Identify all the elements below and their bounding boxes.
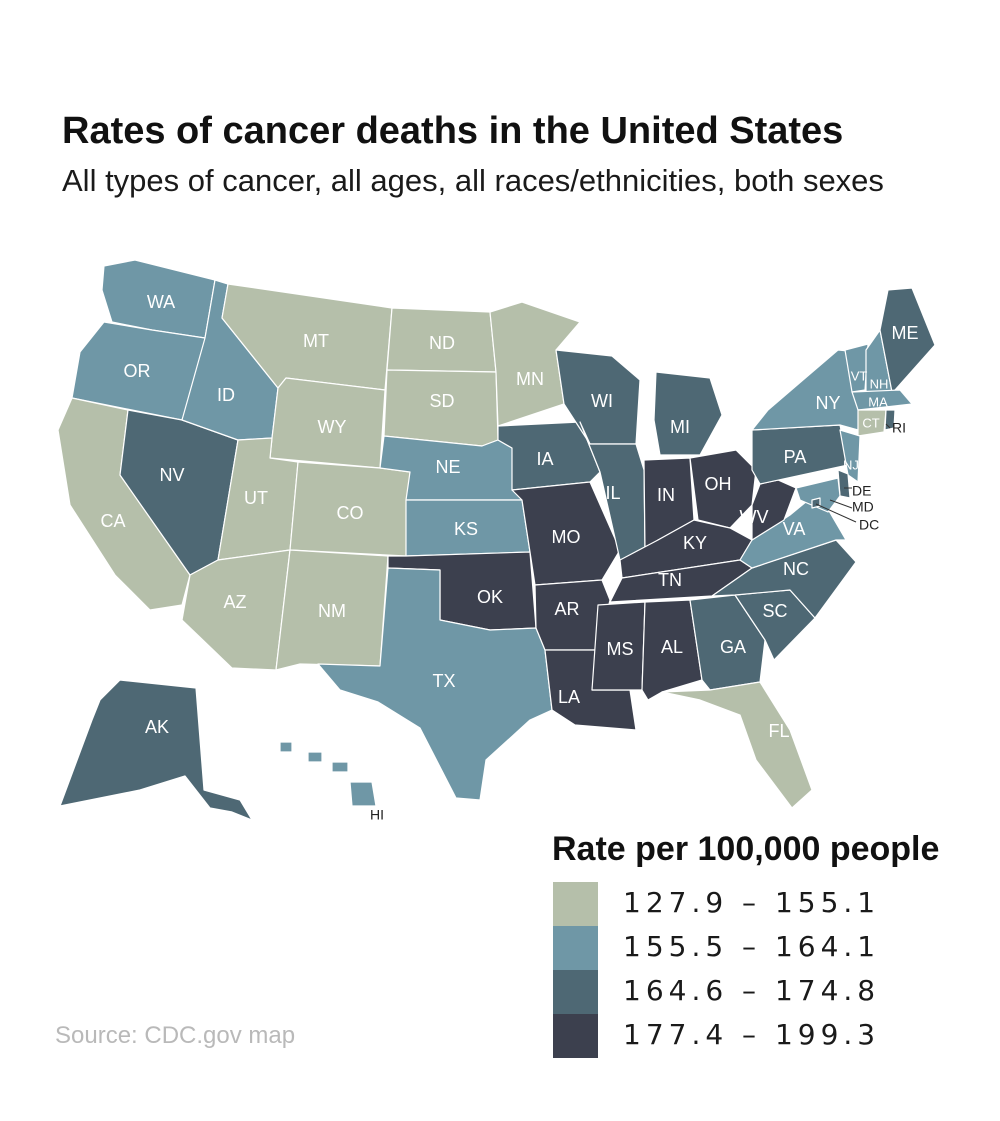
legend-label-high: 177.4 – 199.3 — [623, 1018, 881, 1051]
state-label-va: VA — [783, 519, 806, 539]
state-label-id: ID — [217, 385, 235, 405]
legend-swatch-low — [553, 882, 598, 926]
state-label-mo: MO — [552, 527, 581, 547]
state-label-ca: CA — [100, 511, 125, 531]
state-hi — [279, 741, 293, 753]
legend-swatch-midlow — [553, 926, 598, 970]
state-hi — [349, 781, 377, 807]
state-label-ct: CT — [862, 415, 879, 430]
state-label-ms: MS — [607, 639, 634, 659]
state-label-wy: WY — [318, 417, 347, 437]
legend-item-high: 177.4 – 199.3 — [553, 1014, 953, 1058]
source-note: Source: CDC.gov map — [55, 1022, 296, 1049]
state-label-wv: WV — [740, 507, 769, 527]
legend-item-low: 127.9 – 155.1 — [553, 882, 953, 926]
state-label-wi: WI — [591, 391, 613, 411]
state-label-ma: MA — [868, 394, 888, 409]
state-label-tx: TX — [432, 671, 455, 691]
state-label-ny: NY — [815, 393, 840, 413]
state-dc — [811, 497, 821, 509]
state-label-nm: NM — [318, 601, 346, 621]
state-label-in: IN — [657, 485, 675, 505]
state-hi — [331, 761, 349, 773]
state-label-nc: NC — [783, 559, 809, 579]
state-label-md: MD — [852, 499, 874, 515]
state-label-ne: NE — [435, 457, 460, 477]
state-fl — [661, 681, 813, 809]
state-label-az: AZ — [223, 592, 246, 612]
state-label-de: DE — [852, 483, 871, 499]
state-md — [795, 477, 841, 513]
state-label-ky: KY — [683, 533, 707, 553]
chart-title: Rates of cancer deaths in the United Sta… — [62, 110, 844, 152]
state-label-oh: OH — [705, 474, 732, 494]
state-ny — [751, 349, 861, 431]
legend-item-midlow: 155.5 – 164.1 — [553, 926, 953, 970]
state-ma — [851, 389, 913, 411]
legend-label-midlow: 155.5 – 164.1 — [623, 930, 881, 963]
legend-item-midhigh: 164.6 – 174.8 — [553, 970, 953, 1014]
state-vt — [844, 343, 869, 393]
state-label-mn: MN — [516, 369, 544, 389]
state-label-or: OR — [124, 361, 151, 381]
state-label-nh: NH — [870, 376, 889, 391]
state-label-ri: RI — [892, 420, 906, 436]
state-label-fl: FL — [768, 721, 789, 741]
state-label-ak: AK — [145, 717, 169, 737]
chart-subtitle: All types of cancer, all ages, all races… — [62, 163, 884, 198]
state-label-il: IL — [605, 483, 620, 503]
legend-swatch-midhigh — [553, 970, 598, 1014]
state-hi — [307, 751, 323, 763]
legend-title: Rate per 100,000 people — [552, 830, 940, 868]
state-label-ar: AR — [554, 599, 579, 619]
state-label-pa: PA — [784, 447, 807, 467]
state-label-nj: NJ — [843, 457, 859, 472]
state-label-sc: SC — [762, 601, 787, 621]
state-label-dc: DC — [859, 517, 879, 533]
state-tx — [317, 567, 553, 801]
state-label-mt: MT — [303, 331, 329, 351]
state-label-ia: IA — [536, 449, 553, 469]
state-label-la: LA — [558, 687, 580, 707]
state-label-nv: NV — [159, 465, 184, 485]
state-ct — [857, 409, 887, 437]
state-mi — [653, 371, 723, 456]
state-label-mi: MI — [670, 417, 690, 437]
state-label-ok: OK — [477, 587, 503, 607]
legend-label-midhigh: 164.6 – 174.8 — [623, 974, 881, 1007]
state-label-hi: HI — [370, 807, 384, 823]
state-nj — [839, 429, 861, 483]
leader-line — [885, 423, 891, 429]
state-label-tn: TN — [658, 570, 682, 590]
state-label-vt: VT — [851, 368, 868, 383]
state-label-wa: WA — [147, 292, 175, 312]
state-label-me: ME — [892, 323, 919, 343]
state-label-ga: GA — [720, 637, 746, 657]
state-ak — [59, 679, 253, 821]
leader-line — [829, 499, 853, 509]
legend-swatch-high — [553, 1014, 598, 1058]
state-label-nd: ND — [429, 333, 455, 353]
state-label-sd: SD — [429, 391, 454, 411]
state-label-ut: UT — [244, 488, 268, 508]
state-label-co: CO — [337, 503, 364, 523]
state-label-ks: KS — [454, 519, 478, 539]
state-label-al: AL — [661, 637, 683, 657]
leader-line — [815, 503, 857, 523]
legend-label-low: 127.9 – 155.1 — [623, 886, 881, 919]
